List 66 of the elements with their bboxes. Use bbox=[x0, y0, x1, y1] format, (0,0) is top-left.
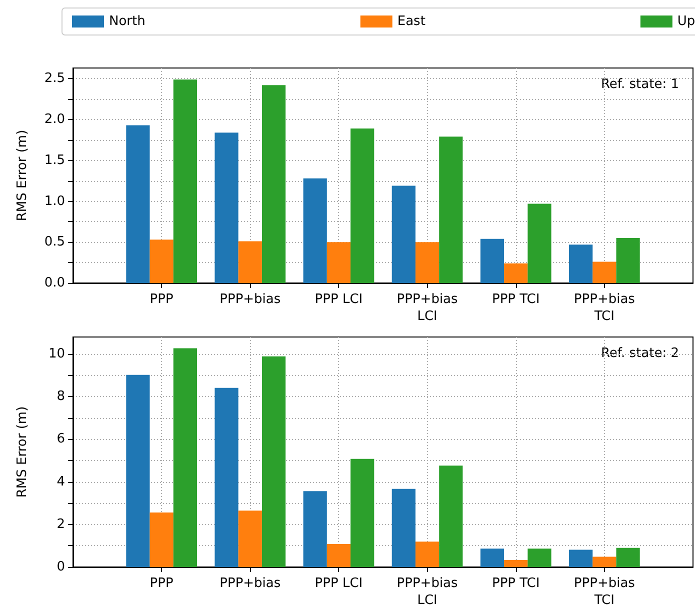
bar bbox=[326, 242, 351, 283]
x-tick-label: PPP TCI bbox=[492, 292, 540, 307]
x-tick-label: PPP+bias LCI bbox=[396, 292, 458, 324]
y-tick-label: 1.5 bbox=[44, 152, 65, 168]
bar bbox=[238, 510, 262, 567]
bar bbox=[480, 238, 504, 283]
bar bbox=[616, 238, 640, 283]
bar bbox=[238, 241, 262, 283]
bar bbox=[126, 374, 150, 567]
y-tick-label: 8 bbox=[56, 389, 65, 404]
x-tick-label: PPP+bias bbox=[220, 292, 281, 307]
bar bbox=[214, 388, 238, 567]
x-tick-label: PPP LCI bbox=[314, 576, 363, 591]
y-tick-label: 0.0 bbox=[44, 276, 65, 290]
y-tick-label: 0 bbox=[56, 560, 65, 574]
bar bbox=[173, 79, 197, 283]
x-tick-label: PPP+bias TCI bbox=[574, 576, 636, 608]
legend-label: North bbox=[109, 14, 146, 29]
bar bbox=[392, 488, 416, 567]
bar bbox=[126, 125, 150, 283]
x-tick-label: PPP bbox=[150, 292, 174, 307]
annotation: Ref. state: 1 bbox=[600, 77, 680, 92]
bar bbox=[439, 136, 463, 283]
y-tick-label: 10 bbox=[48, 346, 65, 362]
bar bbox=[480, 548, 504, 567]
bar bbox=[173, 348, 197, 567]
legend-label: East bbox=[397, 14, 426, 29]
bar bbox=[415, 542, 440, 567]
bar bbox=[528, 204, 552, 283]
bar bbox=[592, 556, 616, 567]
x-tick-label: PPP+bias bbox=[220, 576, 281, 591]
bar bbox=[504, 560, 528, 567]
y-axis-title: RMS Error (m) bbox=[15, 406, 30, 498]
bar bbox=[350, 458, 374, 567]
bar bbox=[350, 128, 374, 283]
bar bbox=[214, 132, 238, 283]
y-tick-label: 0.5 bbox=[44, 234, 65, 250]
y-tick-label: 2.0 bbox=[44, 112, 65, 127]
y-tick-label: 4 bbox=[56, 474, 65, 490]
y-tick-label: 6 bbox=[56, 432, 65, 447]
bar bbox=[569, 550, 593, 567]
bar bbox=[528, 548, 552, 567]
bar bbox=[262, 85, 286, 283]
bar bbox=[150, 240, 174, 283]
y-axis-title: RMS Error (m) bbox=[15, 130, 30, 222]
legend-label: Up bbox=[677, 14, 695, 29]
bar bbox=[504, 263, 528, 283]
bar bbox=[616, 548, 640, 567]
bar bbox=[150, 512, 174, 567]
x-tick-label: PPP bbox=[150, 576, 174, 591]
x-tick-label: PPP TCI bbox=[492, 576, 540, 591]
bar bbox=[439, 466, 463, 567]
bar bbox=[303, 491, 327, 567]
bar bbox=[326, 544, 351, 567]
x-tick-label: PPP LCI bbox=[314, 292, 363, 307]
bar bbox=[303, 178, 327, 283]
y-tick-label: 2.5 bbox=[44, 71, 65, 86]
bar bbox=[392, 186, 416, 283]
x-tick-label: PPP+bias TCI bbox=[574, 292, 636, 324]
y-tick-label: 2 bbox=[56, 516, 65, 532]
bar bbox=[569, 244, 593, 283]
bar bbox=[592, 262, 616, 283]
y-tick-label: 1.0 bbox=[44, 194, 65, 209]
bar bbox=[415, 242, 440, 283]
bar bbox=[262, 356, 286, 567]
x-tick-label: PPP+bias LCI bbox=[396, 576, 458, 608]
